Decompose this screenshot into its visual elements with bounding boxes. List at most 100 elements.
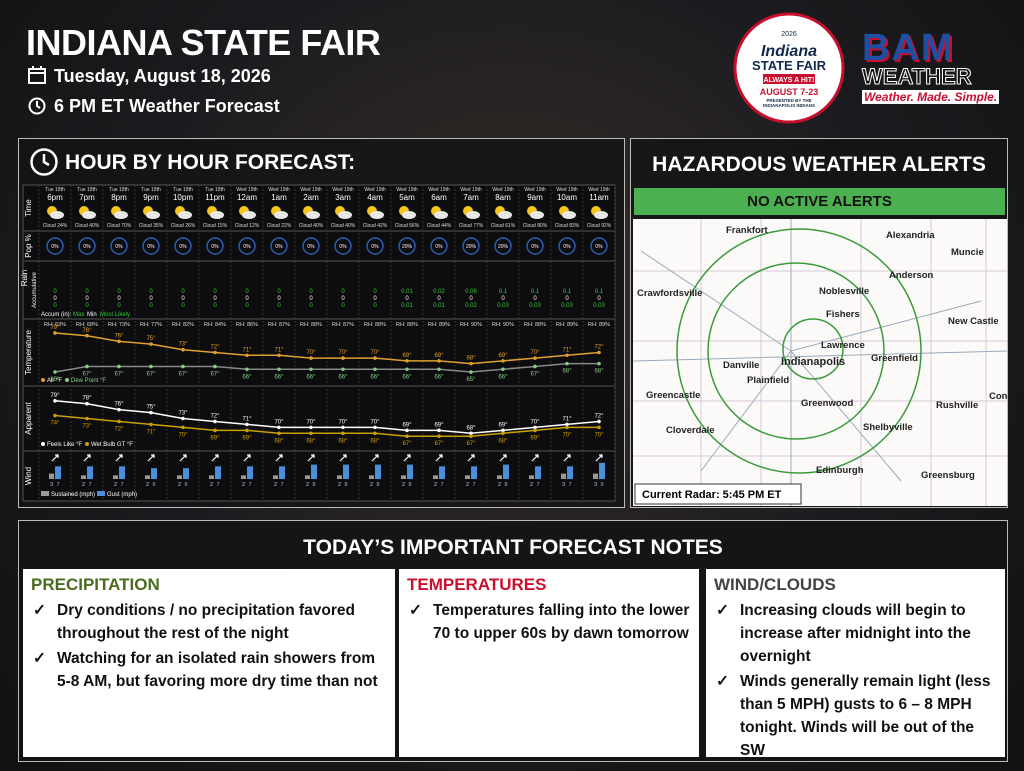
wet-label: 68° bbox=[338, 438, 348, 444]
rh-label: RH: 82% bbox=[172, 322, 194, 328]
air-point bbox=[181, 347, 185, 352]
weather-icon-cloud bbox=[306, 211, 320, 219]
feels-point bbox=[533, 425, 537, 430]
pop-value: 0% bbox=[339, 244, 347, 250]
rain-min: 0 bbox=[245, 296, 249, 302]
sustained-bar bbox=[273, 475, 278, 479]
air-point bbox=[533, 356, 537, 360]
wind-arrow bbox=[243, 454, 251, 462]
notes-panel: TODAY’S IMPORTANT FORECAST NOTES PRECIPI… bbox=[18, 520, 1008, 762]
rain-min: 0 bbox=[213, 296, 217, 302]
wind-arrow bbox=[211, 454, 219, 462]
hour-cloud: Cloud 12% bbox=[235, 223, 260, 229]
row-sublabel: Accumulative bbox=[32, 272, 38, 308]
row-label: Pop % bbox=[24, 234, 33, 258]
hour-time: 9am bbox=[527, 193, 543, 202]
air-label: 71° bbox=[242, 347, 252, 353]
rh-label: RH: 87% bbox=[332, 322, 354, 328]
wet-point bbox=[597, 425, 601, 430]
wet-label: 71° bbox=[146, 429, 156, 435]
wet-line bbox=[54, 414, 599, 437]
gust-label: 8 bbox=[504, 482, 507, 488]
pop-ring bbox=[302, 237, 320, 255]
hour-day: Tue 18th bbox=[45, 187, 65, 193]
wet-label: 70° bbox=[178, 432, 188, 438]
wet-label: 73° bbox=[82, 424, 92, 430]
gust-label: 7 bbox=[536, 482, 539, 488]
wind-arrow bbox=[435, 454, 443, 462]
gust-bar bbox=[471, 466, 477, 479]
wet-point bbox=[85, 416, 89, 421]
notes-title: TODAY’S IMPORTANT FORECAST NOTES bbox=[303, 536, 723, 559]
rain-max: 0 bbox=[309, 289, 313, 295]
city-label: Greenfield bbox=[871, 353, 918, 364]
note-item: Increasing clouds will begin to increase… bbox=[714, 599, 997, 668]
wet-point bbox=[149, 422, 153, 427]
wet-point bbox=[277, 431, 281, 436]
rain-min: 0 bbox=[437, 296, 441, 302]
air-point bbox=[373, 356, 377, 360]
rain-likely: 0.01 bbox=[401, 303, 413, 309]
air-point bbox=[597, 350, 601, 355]
pop-value: 0% bbox=[563, 244, 571, 250]
hour-day: Wed 19th bbox=[556, 187, 578, 193]
grid-bg bbox=[22, 184, 616, 502]
note-heading: WIND/CLOUDS bbox=[714, 575, 836, 594]
gust-bar bbox=[439, 466, 445, 479]
sustained-bar bbox=[497, 475, 502, 479]
wind-arrow bbox=[307, 454, 315, 462]
dew-label: 67° bbox=[530, 371, 540, 377]
feels-label: 70° bbox=[370, 419, 380, 425]
rain-likely: 0.03 bbox=[497, 303, 509, 309]
pop-value: 0% bbox=[51, 244, 59, 250]
rain-max: 0.1 bbox=[595, 289, 604, 295]
pop-ring bbox=[142, 237, 160, 255]
air-point bbox=[341, 356, 345, 360]
city-label: Anderson bbox=[889, 270, 934, 281]
rh-label: RH: 73% bbox=[108, 322, 130, 328]
gust-label: 8 bbox=[376, 482, 379, 488]
rain-min: 0 bbox=[565, 296, 569, 302]
air-point bbox=[277, 353, 281, 358]
pop-ring bbox=[78, 237, 96, 255]
feels-line bbox=[54, 400, 600, 435]
pop-value: 0% bbox=[211, 244, 219, 250]
wet-label: 67° bbox=[466, 441, 476, 447]
sustained-label: 2 bbox=[274, 482, 277, 488]
logo-name: Indiana bbox=[761, 43, 817, 60]
gust-bar bbox=[503, 464, 509, 479]
weather-icon-cloud bbox=[274, 211, 288, 219]
gust-bar bbox=[535, 466, 541, 479]
wet-point bbox=[309, 431, 313, 436]
legend-text: Gust (mph) bbox=[107, 492, 137, 498]
feels-label: 70° bbox=[306, 419, 316, 425]
hour-time: 1am bbox=[271, 193, 287, 202]
air-point bbox=[309, 356, 313, 360]
sustained-label: 3 bbox=[594, 482, 597, 488]
wet-point bbox=[437, 434, 441, 439]
feels-point bbox=[437, 428, 441, 433]
feels-point bbox=[501, 428, 505, 433]
air-point bbox=[501, 359, 505, 363]
pop-ring bbox=[526, 237, 544, 255]
alerts-status: NO ACTIVE ALERTS bbox=[634, 188, 1005, 215]
wind-arrow bbox=[339, 454, 347, 462]
radar-map: Frankfort Alexandria Muncie Anderson Crawfor… bbox=[633, 219, 1007, 506]
rain-min: 0 bbox=[373, 296, 377, 302]
rain-max: 0 bbox=[85, 289, 89, 295]
note-column: PRECIPITATION Dry conditions / no precipi… bbox=[23, 569, 395, 757]
note-item: Dry conditions / no precipitation favore… bbox=[31, 599, 387, 645]
rain-max: 0.1 bbox=[531, 289, 540, 295]
sustained-bar bbox=[113, 475, 118, 479]
city-label: Noblesville bbox=[819, 286, 869, 297]
note-item: Watching for an isolated rain showers fr… bbox=[31, 647, 387, 693]
pop-ring bbox=[46, 237, 64, 255]
feels-label: 68° bbox=[466, 425, 476, 431]
wet-label: 68° bbox=[370, 438, 380, 444]
gust-label: 7 bbox=[280, 482, 283, 488]
rain-max: 0.1 bbox=[499, 289, 508, 295]
sustained-bar bbox=[81, 475, 86, 479]
wet-point bbox=[565, 425, 569, 430]
gust-bar bbox=[183, 468, 189, 479]
rh-label: RH: 88% bbox=[396, 322, 418, 328]
